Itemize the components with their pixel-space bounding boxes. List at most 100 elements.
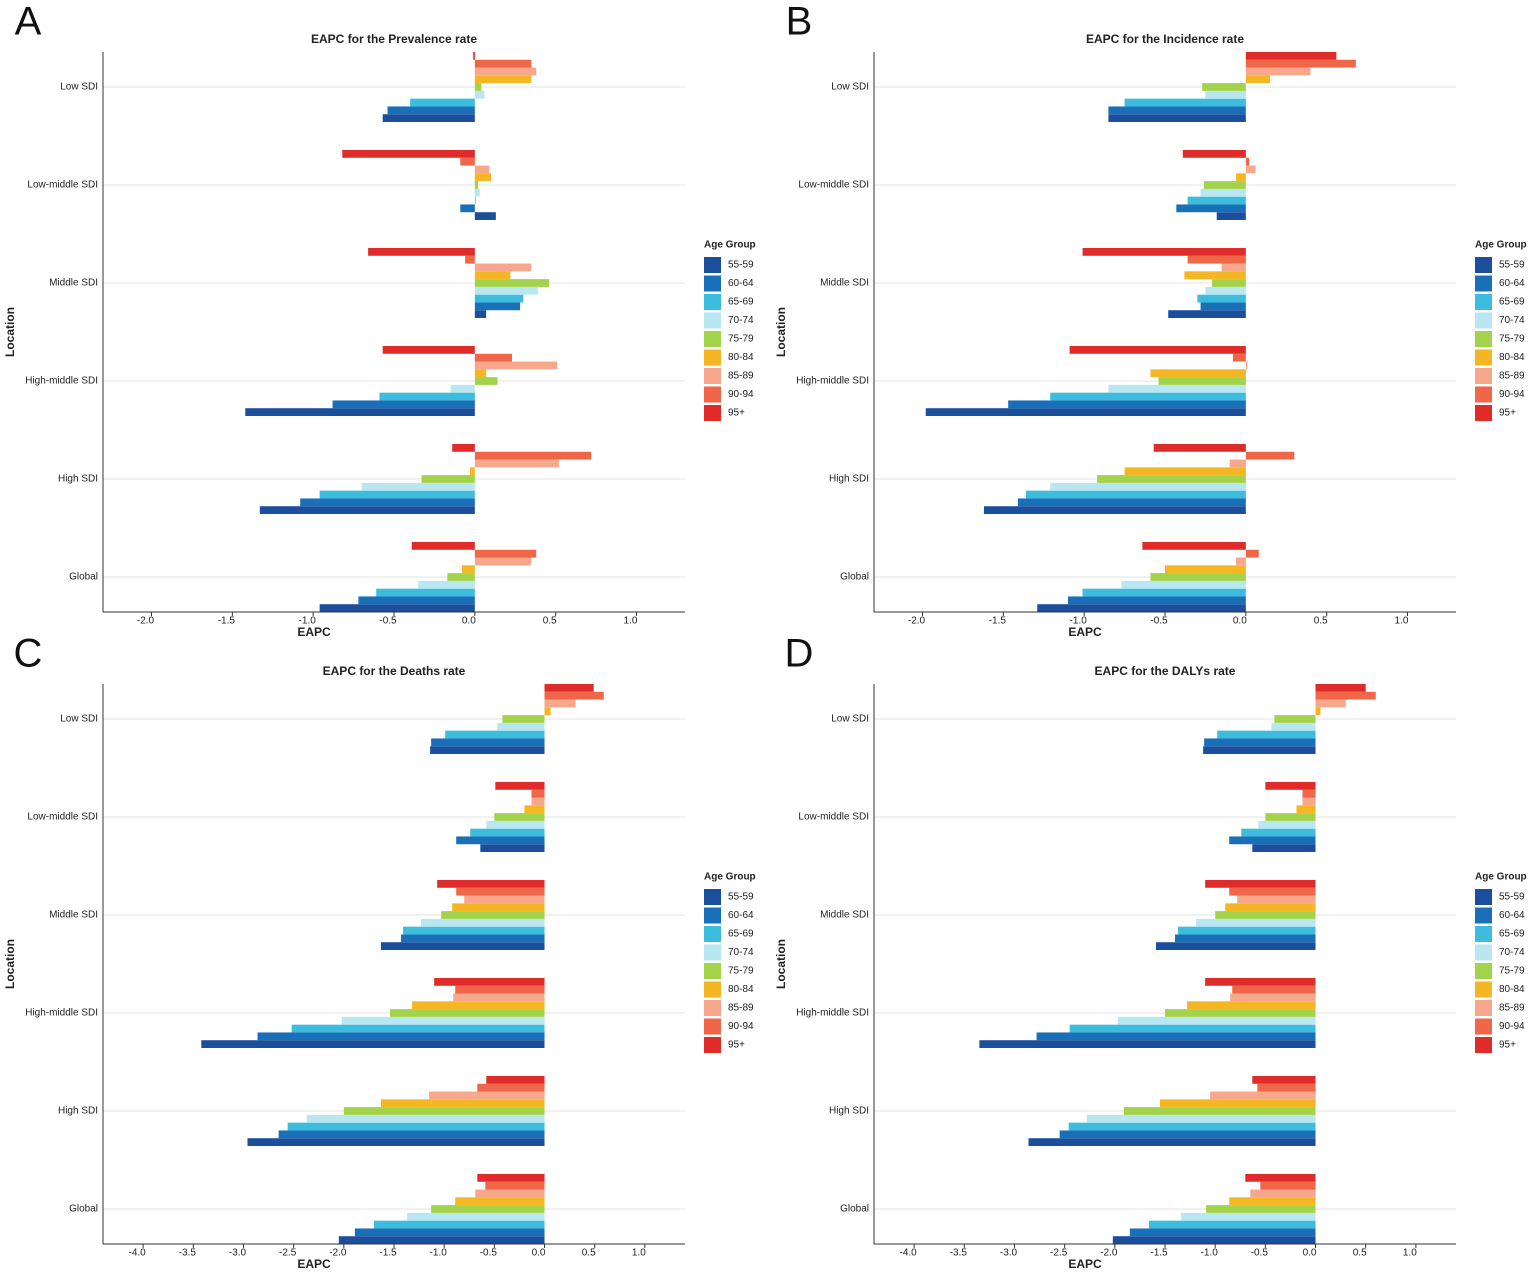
bar: [1082, 588, 1246, 597]
bar: [544, 691, 604, 700]
legend-swatch: [1475, 275, 1492, 292]
bar: [474, 263, 532, 272]
bar: [1245, 165, 1256, 174]
x-tick-label: -1.5: [1150, 1248, 1168, 1259]
legend-swatch: [1475, 907, 1492, 924]
bar: [1265, 813, 1316, 821]
x-tick-label: -0.5: [480, 1248, 498, 1259]
bar: [1168, 310, 1246, 318]
legend-label: 70-74: [1499, 315, 1525, 326]
y-tick-label: Middle SDI: [820, 278, 869, 289]
bar: [1050, 482, 1246, 491]
legend-label: 90-94: [1499, 389, 1525, 400]
bar: [407, 1212, 545, 1221]
legend-label: 95+: [1499, 1040, 1516, 1051]
bar: [925, 408, 1246, 416]
bar: [1008, 400, 1246, 409]
bar: [431, 1205, 545, 1213]
bar: [486, 1076, 545, 1084]
y-tick-label: Low-middle SDI: [27, 812, 98, 823]
bar: [486, 820, 545, 829]
legend-label: 60-64: [1499, 278, 1525, 289]
bar: [1082, 248, 1246, 256]
legend-label: 55-59: [1499, 260, 1525, 271]
legend-label: 90-94: [728, 1021, 754, 1032]
bar: [544, 707, 551, 716]
legend-swatch: [1475, 312, 1492, 329]
bar: [1181, 1212, 1316, 1221]
bar: [1086, 1114, 1316, 1123]
legend-label: 85-89: [1499, 371, 1525, 382]
bar: [460, 157, 475, 166]
bar: [979, 1040, 1316, 1048]
bar: [474, 67, 537, 76]
chart-panel: D EAPC for the DALYs rate EAPC Location Low …: [774, 632, 1527, 1272]
bar: [1117, 1016, 1316, 1025]
x-tick-label: 0.0: [1233, 616, 1247, 627]
legend-swatch: [1475, 405, 1492, 421]
bar: [452, 444, 475, 452]
x-axis-title: EAPC: [297, 625, 331, 639]
bar: [1230, 993, 1316, 1002]
bar: [1232, 353, 1246, 362]
bar: [453, 993, 545, 1002]
bar: [474, 173, 491, 182]
x-tick-label: -0.5: [1251, 1248, 1269, 1259]
bar: [1175, 934, 1316, 943]
bar: [403, 926, 545, 935]
bar: [429, 1091, 545, 1100]
bar: [1069, 1024, 1316, 1033]
x-tick-label: -1.5: [379, 1248, 397, 1259]
legend-label: 70-74: [1499, 947, 1525, 958]
bar: [474, 361, 558, 370]
legend-label: 60-64: [728, 910, 754, 921]
bar: [1245, 549, 1259, 558]
bar: [474, 83, 482, 91]
bar: [455, 985, 545, 994]
y-tick-label: Low-middle SDI: [798, 180, 869, 191]
bar: [1315, 699, 1346, 708]
bar: [1182, 150, 1246, 158]
legend-swatch: [1475, 944, 1492, 961]
legend-label: 70-74: [728, 947, 754, 958]
x-tick-label: -1.0: [1070, 616, 1088, 627]
legend-label: 55-59: [728, 892, 754, 903]
bar: [465, 255, 475, 264]
legend-swatch: [1475, 368, 1492, 384]
bar: [1260, 1181, 1316, 1190]
x-tick-label: -2.0: [908, 616, 926, 627]
panel-label: D: [785, 632, 814, 676]
legend-swatch: [1475, 294, 1492, 310]
bar: [456, 887, 545, 896]
legend-swatch: [704, 1037, 721, 1053]
legend-swatch: [704, 944, 721, 961]
bar: [1200, 188, 1246, 197]
chart-title: EAPC for the Prevalence rate: [311, 32, 477, 46]
bar: [1108, 106, 1246, 115]
legend-swatch: [704, 926, 721, 942]
legend-label: 95+: [728, 408, 745, 419]
bar: [431, 738, 545, 747]
bar: [421, 475, 475, 483]
x-tick-label: -1.5: [989, 616, 1007, 627]
bar: [1069, 346, 1246, 354]
bar: [474, 549, 537, 558]
legend-label: 65-69: [1499, 929, 1525, 940]
bar: [1187, 255, 1246, 264]
bar: [544, 684, 594, 692]
bar: [376, 588, 475, 597]
x-axis-title: EAPC: [1068, 625, 1102, 639]
bar: [447, 573, 475, 581]
bar: [1250, 1189, 1316, 1198]
x-tick-label: -3.5: [950, 1248, 968, 1259]
bar: [485, 1181, 545, 1190]
chart-title: EAPC for the Deaths rate: [323, 664, 466, 678]
bar: [477, 1174, 545, 1182]
bar: [319, 490, 475, 499]
legend-label: 80-84: [728, 984, 754, 995]
bar: [373, 1220, 545, 1229]
bar: [1211, 279, 1246, 287]
bar: [1245, 451, 1295, 460]
chart-title: EAPC for the Incidence rate: [1086, 32, 1244, 46]
bar: [544, 699, 576, 708]
